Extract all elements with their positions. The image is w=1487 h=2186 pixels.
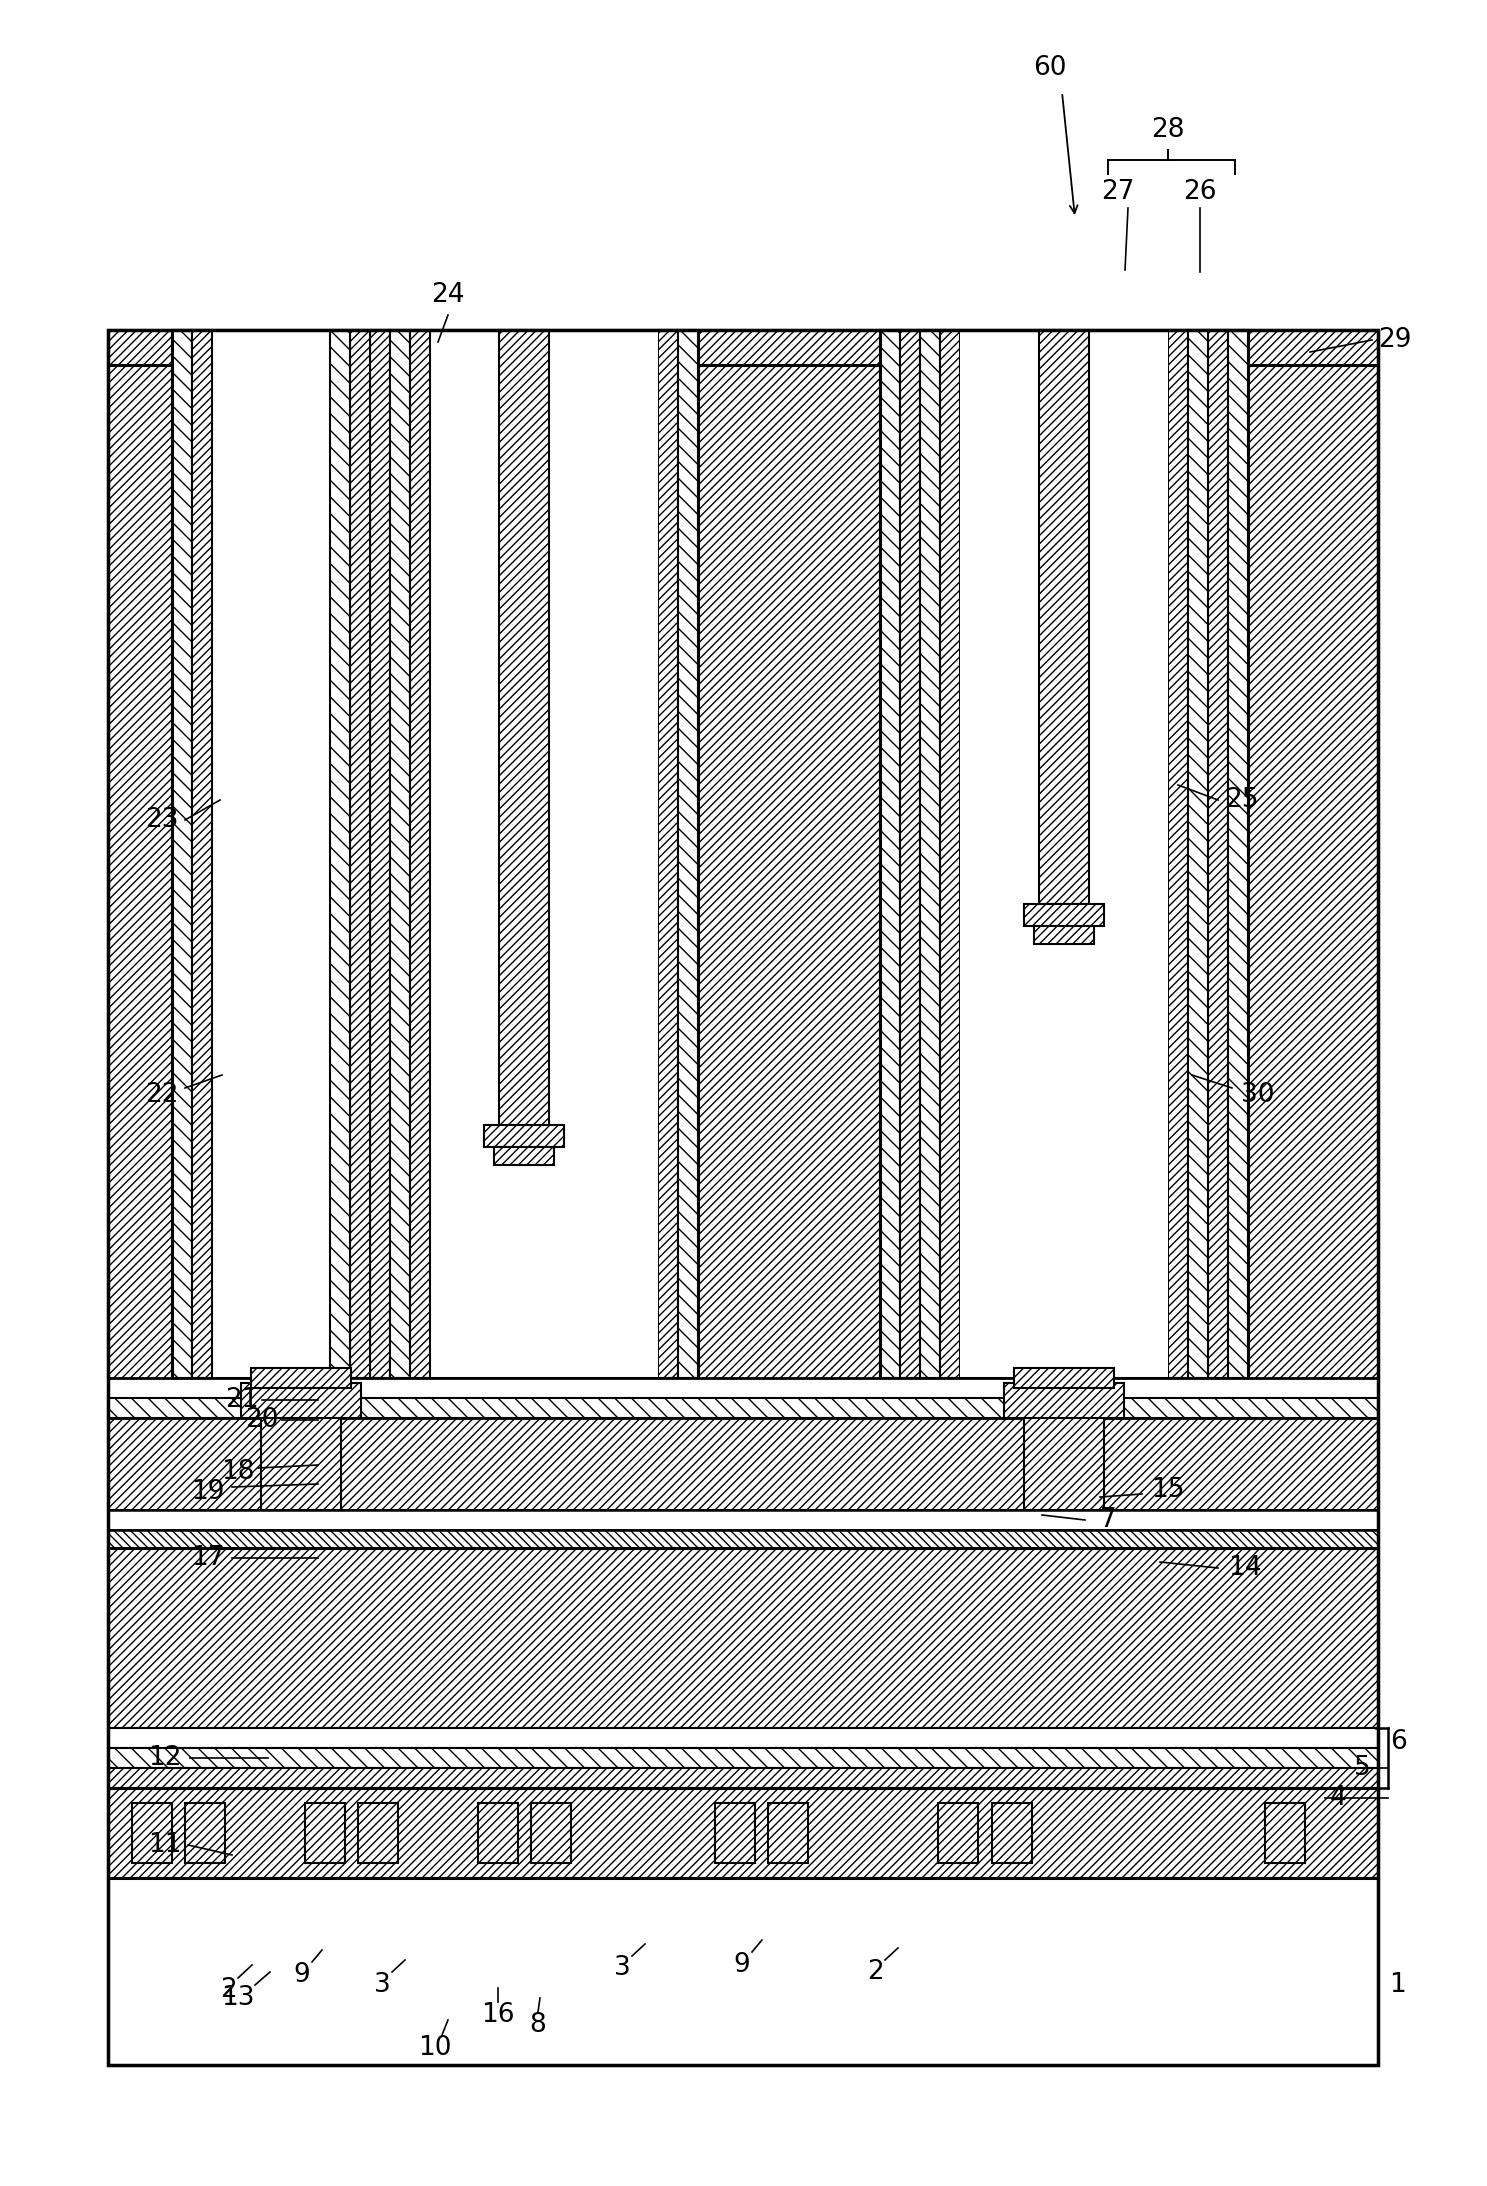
Bar [192,330,213,1377]
Bar [1265,1803,1306,1862]
Bar [251,1368,351,1388]
Bar [880,330,900,1377]
Bar [330,330,349,1377]
Text: 1: 1 [1390,1972,1407,1998]
Bar [1228,330,1248,1377]
Bar [1167,330,1188,1377]
Bar [241,1384,361,1419]
Bar [184,1803,225,1862]
Bar [109,1749,1378,1768]
Text: 20: 20 [245,1408,278,1434]
Text: 3: 3 [614,1954,630,1981]
Text: 24: 24 [431,282,465,308]
Bar [349,330,370,1377]
Bar [410,330,430,1377]
Bar [920,330,940,1377]
Bar [109,330,1378,365]
Bar [109,1548,1378,1727]
Text: 9: 9 [293,1963,311,1987]
Bar [390,330,410,1377]
Bar [109,1511,1378,1530]
Text: 19: 19 [192,1480,225,1504]
Text: 29: 29 [1378,328,1411,352]
Bar [494,1148,555,1165]
Text: 17: 17 [192,1546,225,1572]
Text: 2: 2 [867,1959,883,1985]
Bar [1014,1368,1114,1388]
Bar [262,1399,341,1511]
Bar [880,330,1248,1377]
Text: 13: 13 [222,1985,254,2011]
Bar [477,1803,517,1862]
Bar [109,1419,1378,1511]
Bar [305,1803,345,1862]
Bar [1025,905,1103,927]
Bar [109,330,1378,1377]
Bar [109,1377,1378,1399]
Text: 8: 8 [529,2011,546,2037]
Text: 26: 26 [1184,179,1216,205]
Bar [109,1768,1378,1788]
Text: 23: 23 [146,807,178,833]
Text: 6: 6 [1390,1729,1407,1755]
Text: 30: 30 [1242,1082,1274,1108]
Bar [358,1803,399,1862]
Text: 3: 3 [373,1972,391,1998]
Bar [900,330,920,1377]
Text: 25: 25 [1225,787,1259,813]
Bar [678,330,697,1377]
Text: 27: 27 [1102,179,1135,205]
Text: 22: 22 [146,1082,178,1108]
Text: 7: 7 [1099,1506,1117,1532]
Bar [109,1045,1378,1377]
Bar [992,1803,1032,1862]
Text: 18: 18 [222,1458,254,1484]
Bar [1025,1399,1103,1511]
Bar [531,1803,571,1862]
Text: 28: 28 [1151,118,1185,142]
Text: 16: 16 [482,2002,515,2029]
Bar [1207,330,1228,1377]
Bar [483,1126,564,1148]
Bar [659,330,678,1377]
Bar [1004,1384,1124,1419]
Bar [109,1399,1378,1419]
Text: 2: 2 [220,1976,236,2002]
Bar [1033,927,1094,944]
Text: 11: 11 [149,1832,181,1858]
Text: 21: 21 [225,1386,259,1412]
Bar [109,1727,1378,1749]
Text: 60: 60 [1033,55,1066,81]
Bar [1188,330,1207,1377]
Bar [109,1788,1378,1878]
Bar [109,330,1378,2066]
Text: 14: 14 [1228,1554,1262,1580]
Text: 4: 4 [1329,1786,1346,1810]
Bar [430,330,659,1377]
Bar [938,1803,978,1862]
Bar [132,1803,172,1862]
Bar [940,330,961,1377]
Text: 9: 9 [733,1952,751,1978]
Text: 12: 12 [149,1744,181,1771]
Bar [500,330,549,1126]
Bar [109,1530,1378,1548]
Text: 5: 5 [1353,1755,1371,1782]
Bar [109,1878,1378,2066]
Bar [172,330,697,1377]
Text: 10: 10 [418,2035,452,2061]
Bar [172,330,192,1377]
Bar [1039,330,1088,905]
Bar [715,1803,755,1862]
Text: 15: 15 [1151,1478,1185,1504]
Bar [961,330,1167,1377]
Bar [767,1803,807,1862]
Bar [370,330,390,1377]
